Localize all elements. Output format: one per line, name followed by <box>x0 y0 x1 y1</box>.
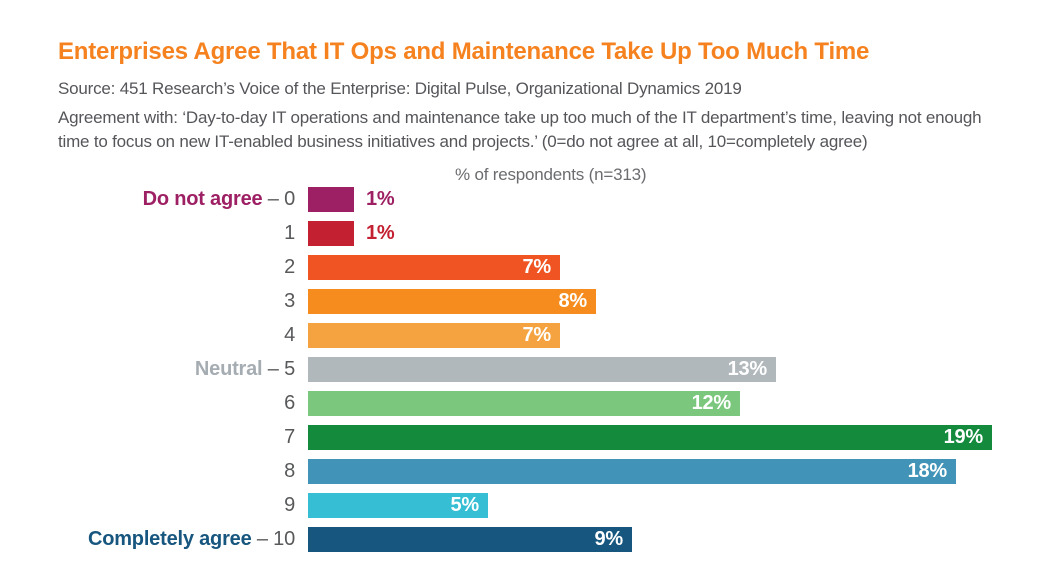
bar-track: 7% <box>308 323 1058 348</box>
bar-track: 5% <box>308 493 1058 518</box>
row-label-number: 6 <box>284 392 295 414</box>
row-label: Neutral – 5 <box>194 358 295 380</box>
row-label-number: 5 <box>284 358 295 380</box>
bar-value-label: 13% <box>727 358 768 380</box>
chart-row: Neutral – 5 13% <box>0 357 1058 382</box>
bar-track: 8% <box>308 289 1058 314</box>
bar-value-label: 7% <box>522 324 551 346</box>
bar: 19% <box>308 425 992 450</box>
row-label: 9 <box>0 494 295 517</box>
row-label-number: 10 <box>273 528 295 550</box>
description-text: Agreement with: ‘Day-to-day IT operation… <box>58 108 982 152</box>
bar <box>308 187 354 212</box>
row-label: 3 <box>0 290 295 313</box>
row-label-prefix: Do not agree <box>142 188 263 210</box>
bar-value-label: 9% <box>594 528 623 550</box>
row-label: 1 <box>0 222 295 245</box>
bar-track: 9% <box>308 527 1058 552</box>
bar-track: 12% <box>308 391 1058 416</box>
chart-row: 1 1% <box>0 221 1058 246</box>
bar-track: 7% <box>308 255 1058 280</box>
row-label: Do not agree – 0 <box>142 188 296 210</box>
chart-rows: Do not agree – 0 1% 1 1% 2 7% 3 8% 4 7% Neutral – … <box>0 187 1058 552</box>
bar-value-label: 8% <box>558 290 587 312</box>
chart-row: 2 7% <box>0 255 1058 280</box>
row-label-number: 7 <box>284 426 295 448</box>
bar-value-label: 18% <box>907 460 948 482</box>
bar: 5% <box>308 493 488 518</box>
row-label-number: 3 <box>284 290 295 312</box>
chart-row: 9 5% <box>0 493 1058 518</box>
bar: 18% <box>308 459 956 484</box>
row-label-prefix: Neutral <box>194 358 263 380</box>
bar-track: 19% <box>308 425 1058 450</box>
page-title: Enterprises Agree That IT Ops and Mainte… <box>58 38 870 65</box>
row-label-number: 4 <box>284 324 295 346</box>
bar-track: 1% <box>308 187 1058 212</box>
bar-value-label: 1% <box>366 222 395 244</box>
axis-title: % of respondents (n=313) <box>455 165 647 184</box>
row-label-number: 8 <box>284 460 295 482</box>
chart-row: 7 19% <box>0 425 1058 450</box>
bar-value-label: 5% <box>450 494 479 516</box>
bar: 13% <box>308 357 776 382</box>
bar-track: 1% <box>308 221 1058 246</box>
row-label-prefix: Completely agree <box>87 528 252 550</box>
row-label: 2 <box>0 256 295 279</box>
bar-track: 13% <box>308 357 1058 382</box>
source-text: Source: 451 Research’s Voice of the Ente… <box>58 79 742 98</box>
bar-value-label: 19% <box>943 426 984 448</box>
chart-row: Do not agree – 0 1% <box>0 187 1058 212</box>
chart-row: Completely agree – 10 9% <box>0 527 1058 552</box>
row-label-number: 2 <box>284 256 295 278</box>
bar <box>308 221 354 246</box>
chart-row: 3 8% <box>0 289 1058 314</box>
bar-value-label: 12% <box>691 392 732 414</box>
row-label: 6 <box>0 392 295 415</box>
bar-value-label: 1% <box>366 188 395 210</box>
chart-row: 8 18% <box>0 459 1058 484</box>
bar: 8% <box>308 289 596 314</box>
bar-track: 18% <box>308 459 1058 484</box>
row-label: 4 <box>0 324 295 347</box>
chart-row: 6 12% <box>0 391 1058 416</box>
row-label-number: 1 <box>284 222 295 244</box>
row-label: 7 <box>0 426 295 449</box>
bar: 12% <box>308 391 740 416</box>
row-label-number: 0 <box>284 188 295 210</box>
row-label-number: 9 <box>284 494 295 516</box>
bar: 7% <box>308 323 560 348</box>
bar: 9% <box>308 527 632 552</box>
bar-value-label: 7% <box>522 256 551 278</box>
row-label: Completely agree – 10 <box>87 528 295 550</box>
bar: 7% <box>308 255 560 280</box>
row-label: 8 <box>0 460 295 483</box>
chart-row: 4 7% <box>0 323 1058 348</box>
